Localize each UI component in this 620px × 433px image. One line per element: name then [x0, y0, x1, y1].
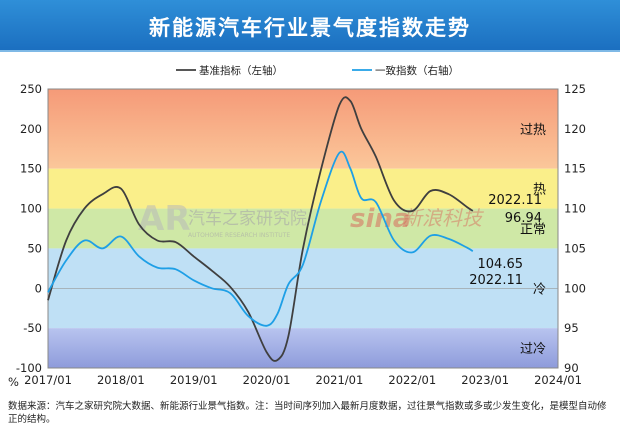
left-tick-label: 150 — [20, 162, 42, 176]
series-coincident-line — [47, 150, 474, 327]
watermark-autohome-text: 汽车之家研究院 — [188, 209, 307, 229]
right-tick-label: 120 — [564, 122, 586, 136]
right-tick-label: 100 — [564, 281, 586, 295]
right-tick-label: 125 — [564, 82, 586, 96]
plot-border — [47, 88, 559, 369]
x-tick-label: 2024/01 — [534, 373, 582, 387]
legend-label-benchmark: 基准指标（左轴） — [199, 64, 283, 77]
plot-frame — [47, 88, 559, 369]
zone-hot-band — [48, 168, 558, 209]
legend-label-coincident: 一致指数（右轴） — [375, 64, 459, 77]
zone-cold-label: 冷 — [533, 282, 546, 297]
annotation-benchmark-date: 2022.11 — [488, 193, 542, 208]
zone-hot-label: 热 — [533, 183, 546, 198]
chart-title: 新能源汽车行业景气度指数走势 — [149, 16, 471, 40]
left-tick-label: 100 — [20, 202, 42, 216]
x-tick-label: 2019/01 — [170, 373, 218, 387]
right-tick-label: 95 — [564, 321, 579, 335]
zone-overcold-band — [48, 328, 558, 368]
zone-overcold-label: 过冷 — [520, 342, 546, 357]
unit-label: % — [8, 375, 19, 389]
x-tick-label: 2021/01 — [316, 373, 364, 387]
right-tick-label: 90 — [564, 361, 579, 375]
x-tick-label: 2023/01 — [461, 373, 509, 387]
zone-normal-band — [48, 208, 558, 249]
zone-overheat-band — [48, 89, 558, 169]
x-tick-label: 2022/01 — [388, 373, 436, 387]
watermark-autohome-sub: AUTOHOME RESEARCH INSTITUTE — [188, 232, 290, 239]
annotation-benchmark-value: 96.94 — [505, 211, 542, 226]
zone-overheat-label: 过热 — [520, 123, 546, 138]
right-tick-label: 115 — [564, 162, 586, 176]
left-tick-label: 50 — [27, 241, 42, 255]
right-tick-label: 110 — [564, 202, 586, 216]
annotation-coincident-value: 104.65 — [478, 257, 524, 272]
left-tick-label: 0 — [35, 281, 42, 295]
series-benchmark-line — [47, 96, 474, 362]
legend: 基准指标（左轴） 一致指数（右轴） — [176, 64, 459, 77]
series-lines — [47, 96, 474, 362]
axes: -100 -50 0 50 100 150 200 250 90 95 100 105 110 115 12… — [8, 82, 586, 389]
zone-normal-label: 正常 — [520, 223, 546, 238]
annotation-coincident-date: 2022.11 — [469, 273, 523, 288]
x-tick-label: 2020/01 — [243, 373, 291, 387]
footnote: 数据来源：汽车之家研究院大数据、新能源行业景气指数。注：当时间序列加入最新月度数… — [8, 401, 607, 425]
x-tick-label: 2018/01 — [97, 373, 145, 387]
left-tick-label: -50 — [23, 321, 42, 335]
left-tick-label: 200 — [20, 122, 42, 136]
x-tick-label: 2017/01 — [24, 373, 72, 387]
right-tick-label: 105 — [564, 241, 586, 255]
left-tick-label: 250 — [20, 82, 42, 96]
title-bar: 新能源汽车行业景气度指数走势 — [0, 0, 620, 52]
left-tick-label: -100 — [16, 361, 42, 375]
